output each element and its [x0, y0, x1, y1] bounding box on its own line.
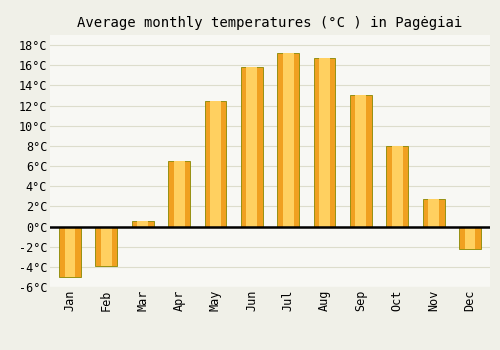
Bar: [64, 226, 76, 277]
Bar: [168, 161, 190, 226]
Bar: [278, 53, 299, 226]
Bar: [138, 222, 148, 226]
Bar: [101, 226, 112, 266]
Bar: [428, 199, 439, 226]
Bar: [241, 67, 262, 226]
Bar: [422, 199, 444, 226]
Bar: [96, 226, 118, 266]
Bar: [464, 226, 475, 249]
Bar: [350, 96, 372, 226]
Bar: [210, 100, 221, 226]
Bar: [392, 146, 402, 226]
Bar: [386, 146, 408, 226]
Bar: [282, 53, 294, 226]
Bar: [356, 96, 366, 226]
Bar: [314, 58, 336, 226]
Bar: [174, 161, 184, 226]
Bar: [204, 100, 227, 226]
Bar: [132, 222, 154, 226]
Bar: [59, 226, 81, 277]
Bar: [459, 226, 481, 249]
Bar: [319, 58, 330, 226]
Title: Average monthly temperatures (°C ) in Pagėgiai: Average monthly temperatures (°C ) in Pa…: [78, 16, 462, 30]
Bar: [246, 67, 258, 226]
